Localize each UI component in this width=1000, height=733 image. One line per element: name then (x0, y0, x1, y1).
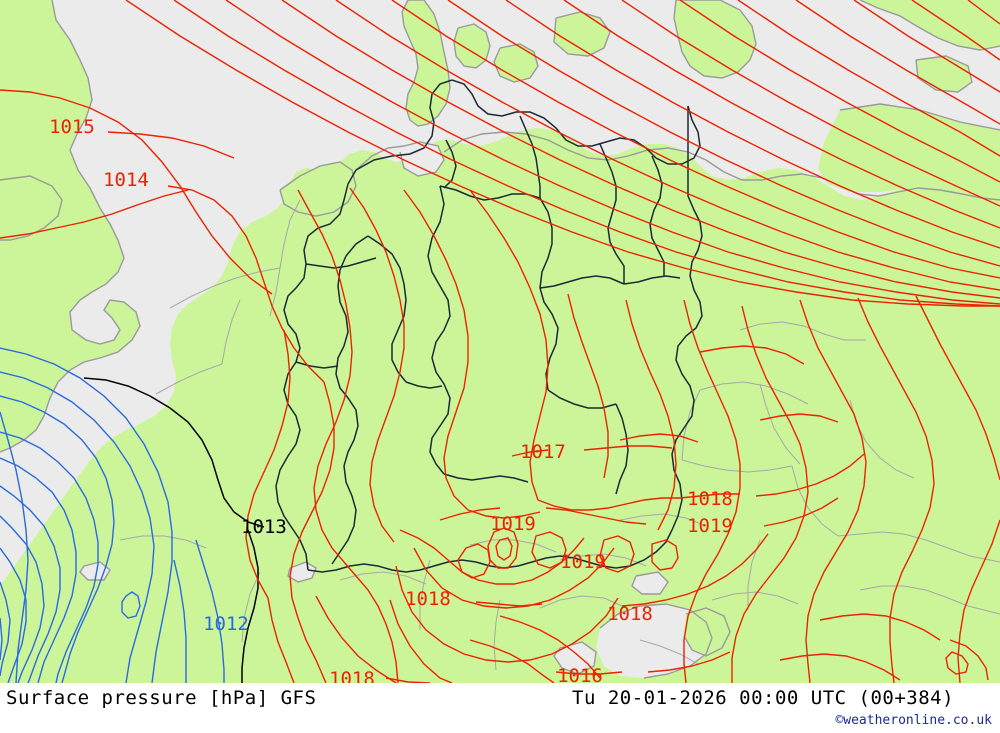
isobar-label: 1018 (405, 588, 451, 610)
isobar-1013-layer (83, 377, 265, 683)
surface-pressure-contour-map[interactable]: 1015 1014 1013 1012 1017 1019 1018 1019 … (0, 0, 1000, 683)
product-title: Surface pressure [hPa] GFS (6, 687, 317, 709)
isobar-label: 1014 (103, 169, 149, 191)
isobar-low-layer (0, 347, 225, 683)
isobar-label: 1019 (560, 551, 606, 573)
isobar-label-layer: 1015 1014 1013 1012 1017 1019 1018 1019 … (49, 116, 733, 683)
isobar-label: 1012 (203, 613, 249, 635)
country-border-layer (275, 79, 703, 573)
isobar-label: 1017 (520, 441, 566, 463)
map-canvas[interactable]: 1015 1014 1013 1012 1017 1019 1018 1019 … (0, 0, 1000, 683)
isobar-label: 1019 (490, 513, 536, 535)
isobar-high-layer (0, 0, 1000, 683)
isobar-label: 1013 (241, 516, 287, 538)
copyright-label: ©weatheronline.co.uk (835, 713, 992, 728)
isobar-label: 1016 (557, 665, 603, 683)
land-layer (0, 0, 1000, 683)
valid-time-label: Tu 20-01-2026 00:00 UTC (00+384) (572, 687, 955, 709)
isobar-label: 1019 (687, 515, 733, 537)
isobar-label: 1018 (329, 668, 375, 683)
region-border-layer (119, 199, 1000, 671)
isobar-label: 1018 (687, 488, 733, 510)
map-footer: Surface pressure [hPa] GFS Tu 20-01-2026… (0, 683, 1000, 733)
isobar-label: 1015 (49, 116, 95, 138)
isobar-label: 1018 (607, 603, 653, 625)
